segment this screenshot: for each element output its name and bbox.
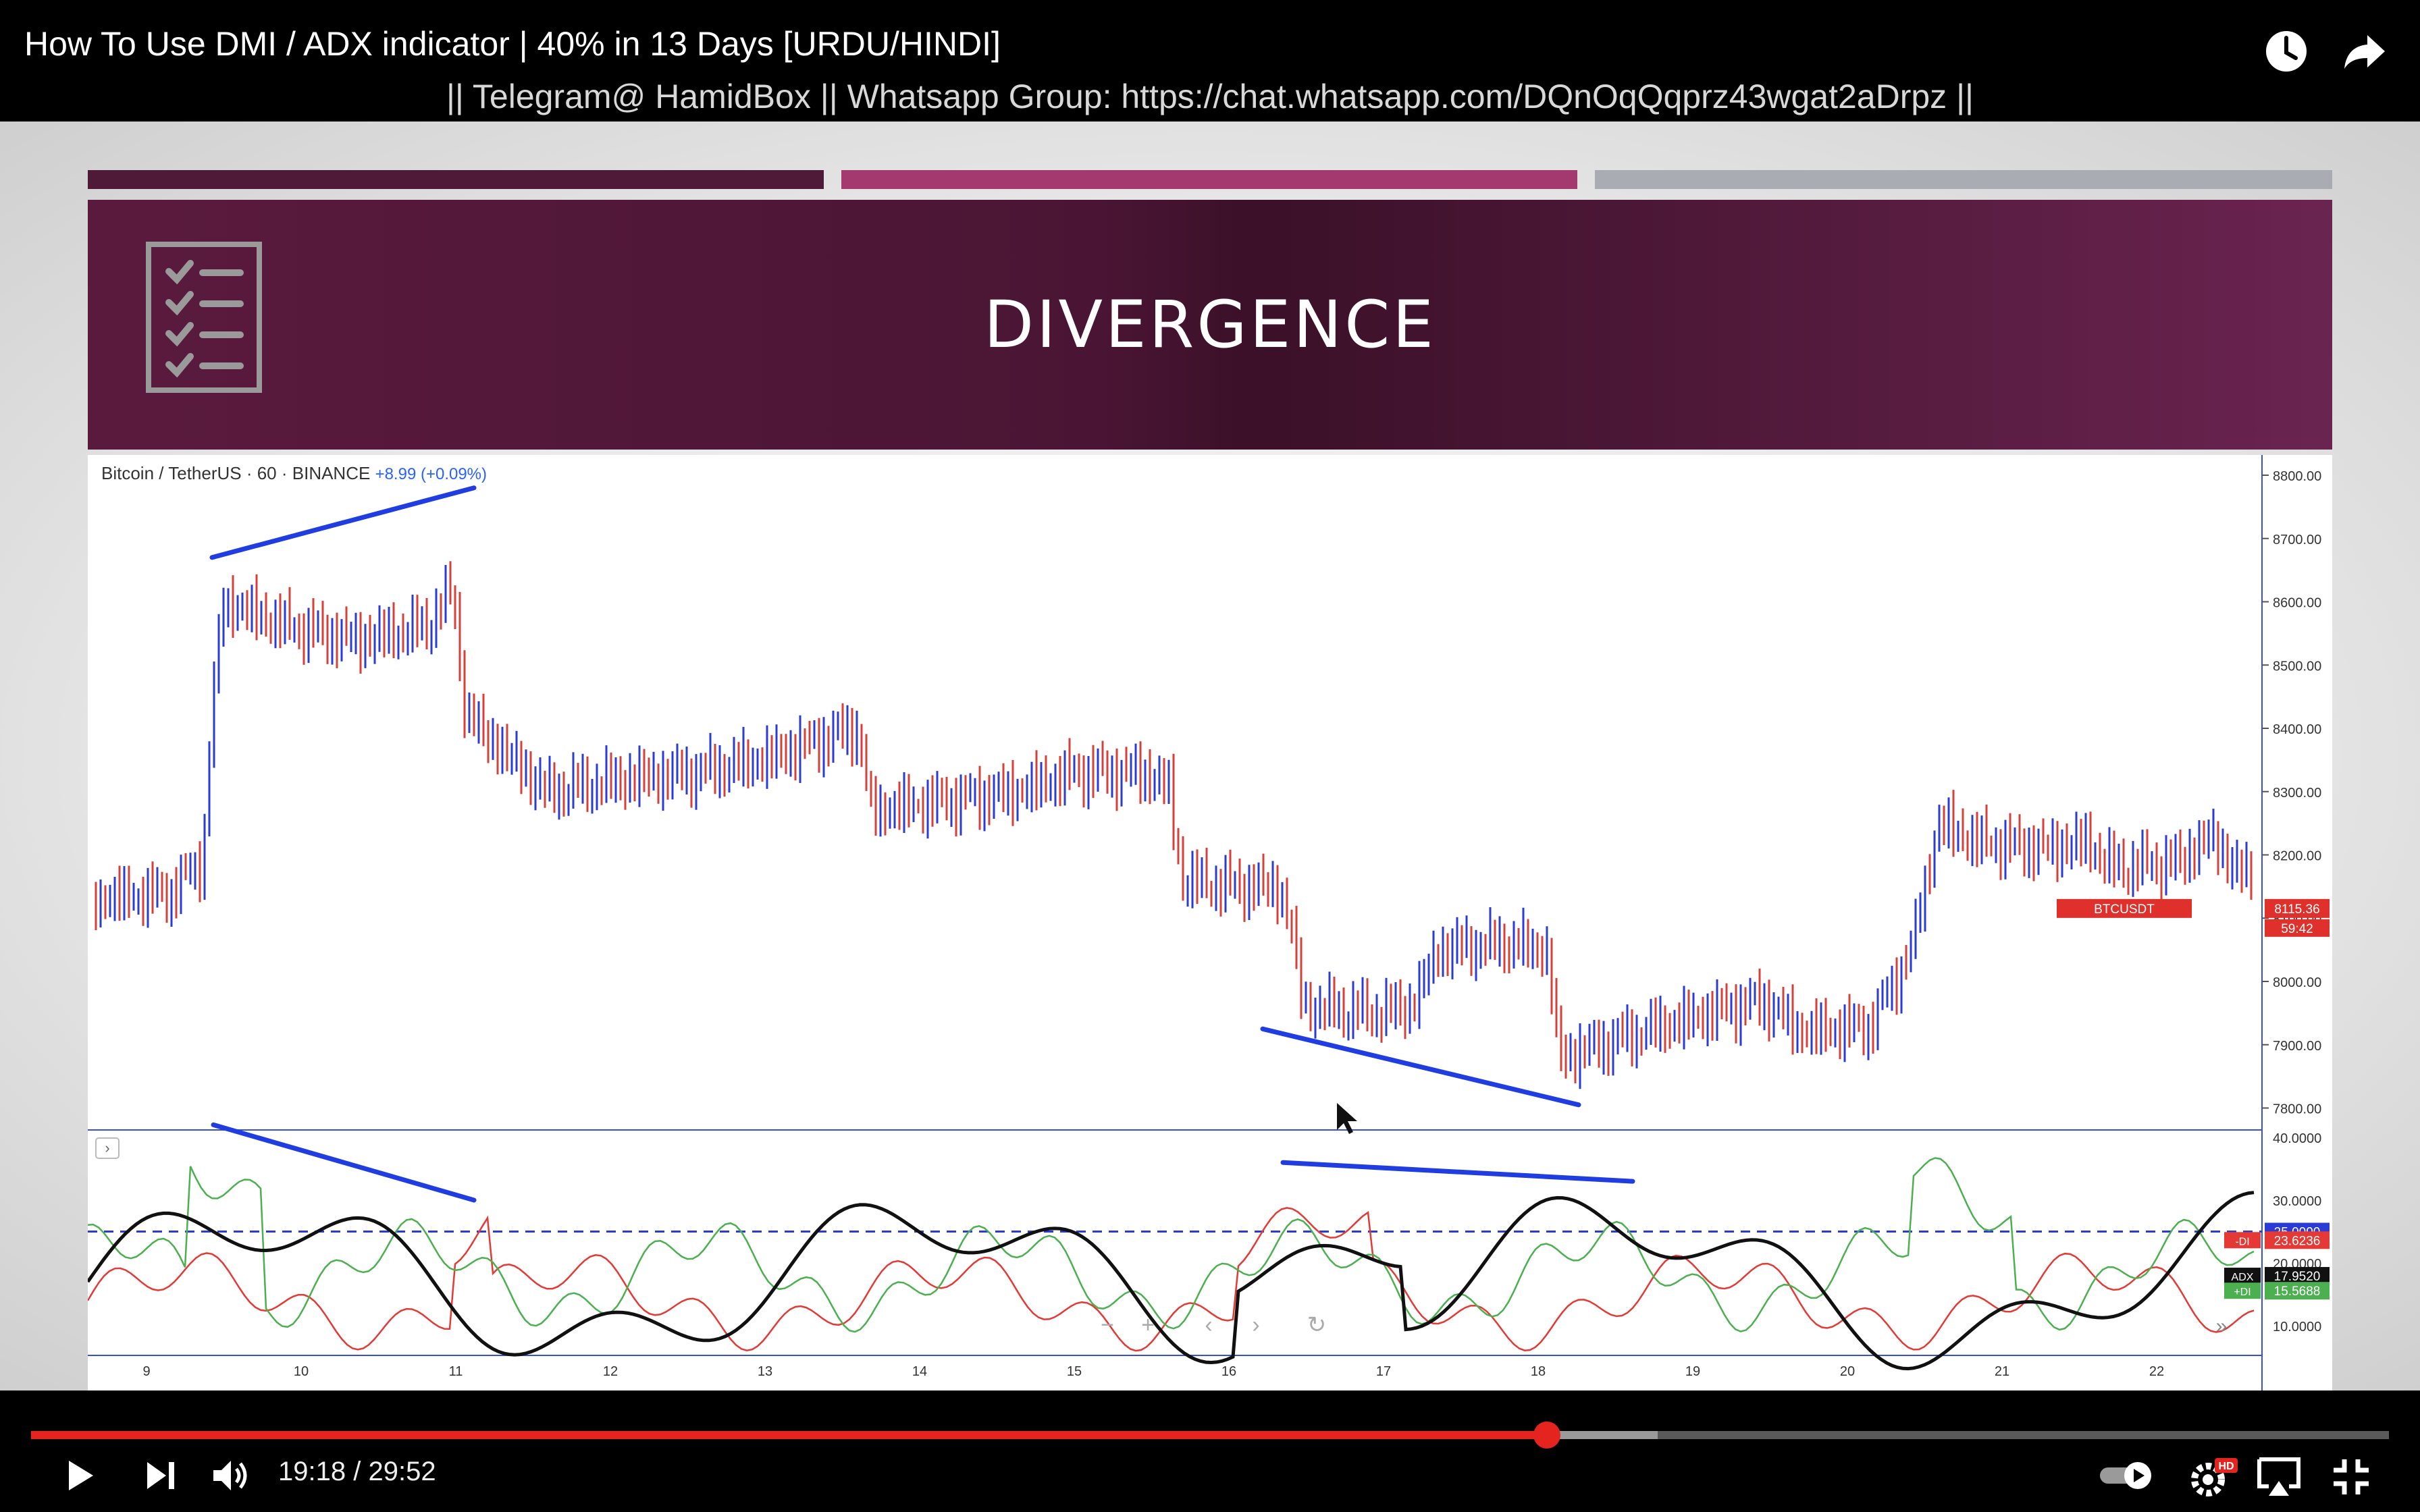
svg-text:HD: HD — [2218, 1461, 2234, 1472]
video-top-bar: How To Use DMI / ADX indicator | 40% in … — [0, 0, 2420, 122]
indicator-name-tag — [2224, 1232, 2261, 1249]
time-tick-label: 21 — [1995, 1364, 2009, 1379]
progress-bar[interactable] — [31, 1422, 2389, 1449]
symbol-price-tag-label: BTCUSDT — [2094, 902, 2155, 917]
price-tick-label: 8400.00 — [2273, 722, 2321, 737]
plus-di-line — [88, 1157, 2255, 1333]
zoom-in-button: + — [1141, 1312, 1155, 1338]
chevron-right-icon: › — [105, 1139, 109, 1156]
time-tick-label: 9 — [142, 1364, 150, 1379]
countdown-tag — [2265, 919, 2330, 937]
time-tick-label: 20 — [1840, 1364, 1855, 1379]
video-overlay-text: || Telegram@ HamidBox || Whatsapp Group:… — [446, 78, 1974, 115]
time-tick-label: 13 — [758, 1364, 772, 1379]
slide-header-bar-2 — [841, 170, 1577, 189]
price-tick-label: 8500.00 — [2273, 659, 2321, 674]
price-tick-label: 7900.00 — [2273, 1039, 2321, 1054]
price-tick-label: 8300.00 — [2273, 786, 2321, 801]
indicator-value-label: 15.5688 — [2274, 1285, 2321, 1299]
indicator-value-tag — [2265, 1282, 2330, 1300]
current-price-tag — [2265, 898, 2330, 918]
time-tick-label: 17 — [1376, 1364, 1391, 1379]
price-change: +8.99 (+0.09%) — [375, 465, 488, 483]
current-price-label: 8115.36 — [2274, 902, 2319, 917]
slide-header-bar-3 — [1595, 170, 2332, 189]
volume-icon[interactable] — [209, 1457, 253, 1494]
indicator-name-label: -DI — [2235, 1236, 2249, 1247]
indicator-value-label: 17.9520 — [2274, 1270, 2321, 1284]
airplay-icon[interactable] — [2255, 1457, 2303, 1497]
price-tick-label: 8200.00 — [2273, 849, 2321, 864]
time-tick-label: 15 — [1067, 1364, 1082, 1379]
indicator-high-trendline — [211, 1122, 477, 1203]
trading-chart[interactable]: 8800.00 8700.00 8600.00 8500.00 8400.00 8300.… — [88, 455, 2332, 1390]
settings-icon[interactable]: HD — [2188, 1455, 2242, 1498]
indicator-tick-label: 10.0000 — [2273, 1320, 2321, 1334]
slide-title: DIVERGENCE — [984, 287, 1436, 362]
slide-banner: DIVERGENCE — [88, 200, 2332, 450]
price-tick-label: 8600.00 — [2273, 596, 2321, 611]
price-tick-label: 8700.00 — [2273, 533, 2321, 547]
time-tick-label: 22 — [2149, 1364, 2164, 1379]
slide-header-bar-1 — [88, 170, 824, 189]
progress-played — [31, 1431, 1548, 1439]
exit-fullscreen-icon[interactable] — [2331, 1457, 2371, 1497]
player-controls: 19:18 / 29:52 HD — [0, 1390, 2420, 1512]
time-tick-label: 16 — [1221, 1364, 1236, 1379]
pane-collapse-button[interactable] — [95, 1137, 120, 1159]
indicator-name-tag — [2224, 1268, 2261, 1285]
video-title[interactable]: How To Use DMI / ADX indicator | 40% in … — [24, 25, 1001, 63]
countdown-label: 59:42 — [2281, 922, 2313, 936]
time-total: 29:52 — [368, 1457, 436, 1486]
minus-di-line — [88, 1207, 2255, 1352]
indicator-plateau-trendline — [1280, 1160, 1635, 1184]
autoplay-toggle[interactable] — [2099, 1461, 2155, 1490]
symbol-info: Bitcoin / TetherUS · 60 · BINANCE +8.99 … — [101, 463, 487, 484]
time-tick-label: 18 — [1531, 1364, 1546, 1379]
price-tick-label: 7800.00 — [2273, 1102, 2321, 1117]
price-tick-label: 8800.00 — [2273, 469, 2321, 484]
time-current: 19:18 — [278, 1457, 346, 1486]
time-display: 19:18 / 29:52 — [278, 1457, 436, 1486]
symbol-name: Bitcoin / TetherUS · 60 · BINANCE — [101, 463, 371, 483]
adx-line — [88, 1191, 2255, 1371]
checklist-icon — [146, 242, 262, 393]
scroll-right-button: › — [1252, 1312, 1259, 1338]
reset-chart-button: ↻ — [1307, 1312, 1327, 1338]
time-tick-label: 10 — [294, 1364, 309, 1379]
mouse-cursor-icon — [1337, 1103, 1357, 1134]
play-icon[interactable] — [61, 1457, 99, 1494]
indicator-tick-label: 40.0000 — [2273, 1131, 2321, 1146]
zoom-out-button: − — [1101, 1312, 1114, 1338]
next-icon[interactable] — [142, 1458, 180, 1493]
symbol-price-tag — [2057, 898, 2192, 918]
scroll-left-button: ‹ — [1205, 1312, 1212, 1338]
indicator-value-tag — [2265, 1267, 2330, 1285]
indicator-value-tag — [2265, 1231, 2330, 1249]
time-tick-label: 11 — [449, 1364, 463, 1379]
indicator-value-label: 23.6236 — [2274, 1234, 2321, 1248]
clock-icon[interactable] — [2262, 27, 2311, 76]
indicator-tick-label: 30.0000 — [2273, 1194, 2321, 1209]
price-low-trendline — [1260, 1026, 1581, 1108]
scroll-to-end-icon: » — [2216, 1315, 2228, 1337]
time-tick-label: 14 — [912, 1364, 927, 1379]
indicator-name-label: +DI — [2234, 1287, 2251, 1298]
indicator-name-tag — [2224, 1282, 2261, 1299]
video-frame[interactable]: DIVERGENCE 8800.00 8700.00 8600.00 8500.00 8… — [0, 122, 2420, 1390]
progress-scrubber[interactable] — [1533, 1422, 1561, 1449]
indicator-name-label: ADX — [2232, 1272, 2254, 1283]
chart-canvas[interactable]: 8800.00 8700.00 8600.00 8500.00 8400.00 8300.… — [88, 455, 2332, 1390]
price-high-trendline — [209, 485, 477, 560]
price-tick-label: 8000.00 — [2273, 975, 2321, 990]
time-tick-label: 19 — [1685, 1364, 1700, 1379]
time-tick-label: 12 — [603, 1364, 618, 1379]
share-icon[interactable] — [2340, 27, 2389, 76]
